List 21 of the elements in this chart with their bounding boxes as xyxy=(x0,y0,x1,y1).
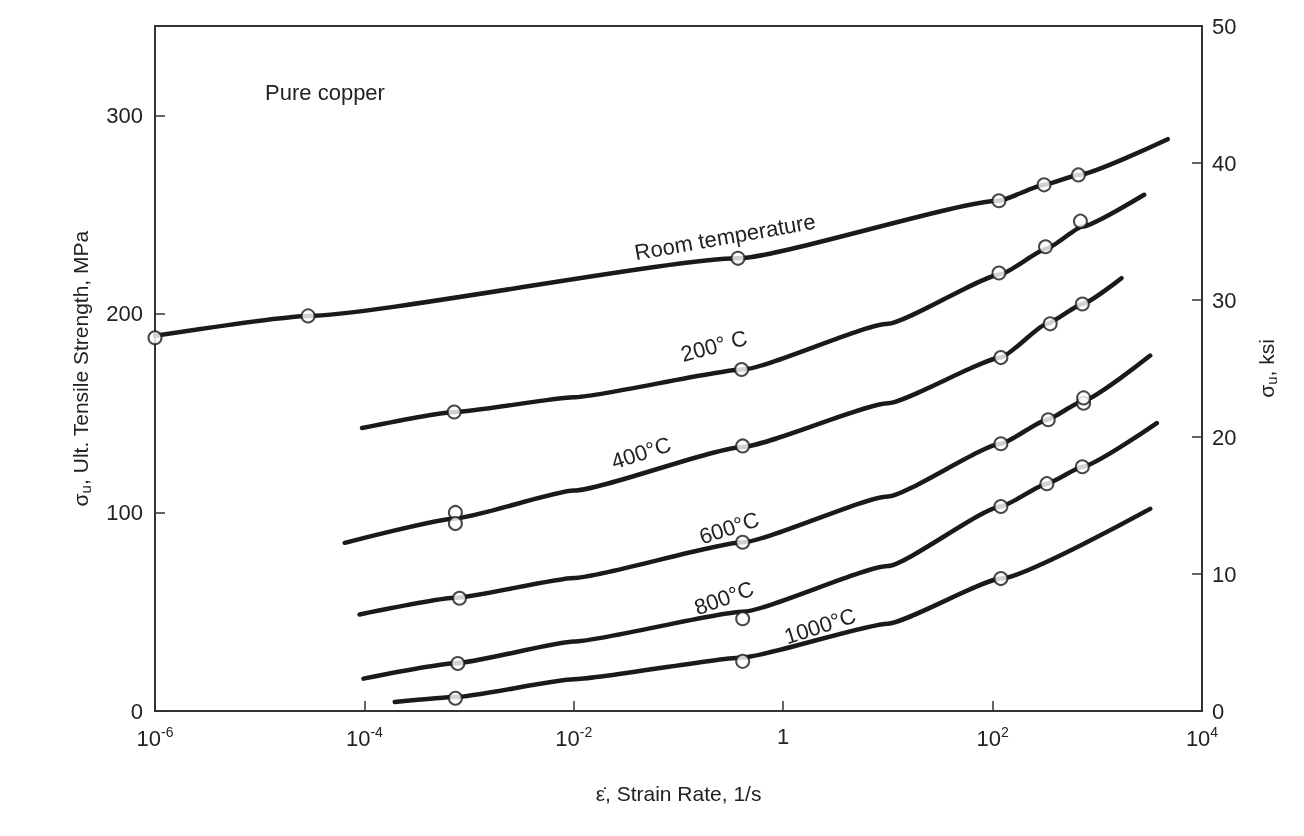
y-tick-label: 200 xyxy=(106,301,143,327)
y2-axis-title: σu, ksi xyxy=(1255,339,1280,398)
y2-tick-label: 30 xyxy=(1212,287,1237,313)
annotation: Room temperature xyxy=(632,208,818,266)
annotation: 400°C xyxy=(607,431,675,475)
annotation: 1000°C xyxy=(781,602,859,650)
y2-tick-label: 10 xyxy=(1212,561,1237,587)
x-tick-label: 1 xyxy=(777,723,790,749)
y2-tick-label: 40 xyxy=(1212,150,1237,176)
y-tick-label: 0 xyxy=(130,698,143,724)
annotation: 600°C xyxy=(695,506,763,550)
y2-tick-label: 0 xyxy=(1212,698,1225,724)
y-axis-title: σu, Ult. Tensile Strength, MPa xyxy=(69,230,94,507)
annotation: 800°C xyxy=(690,575,758,621)
x-axis-title: ε̇, Strain Rate, 1/s xyxy=(595,782,762,805)
y2-tick-label: 50 xyxy=(1212,13,1237,39)
y-tick-label: 100 xyxy=(106,499,143,525)
y-tick-label: 300 xyxy=(106,102,143,128)
annotation: Pure copper xyxy=(265,79,385,105)
y2-tick-label: 20 xyxy=(1212,424,1237,450)
annotation: 200° C xyxy=(678,325,750,367)
